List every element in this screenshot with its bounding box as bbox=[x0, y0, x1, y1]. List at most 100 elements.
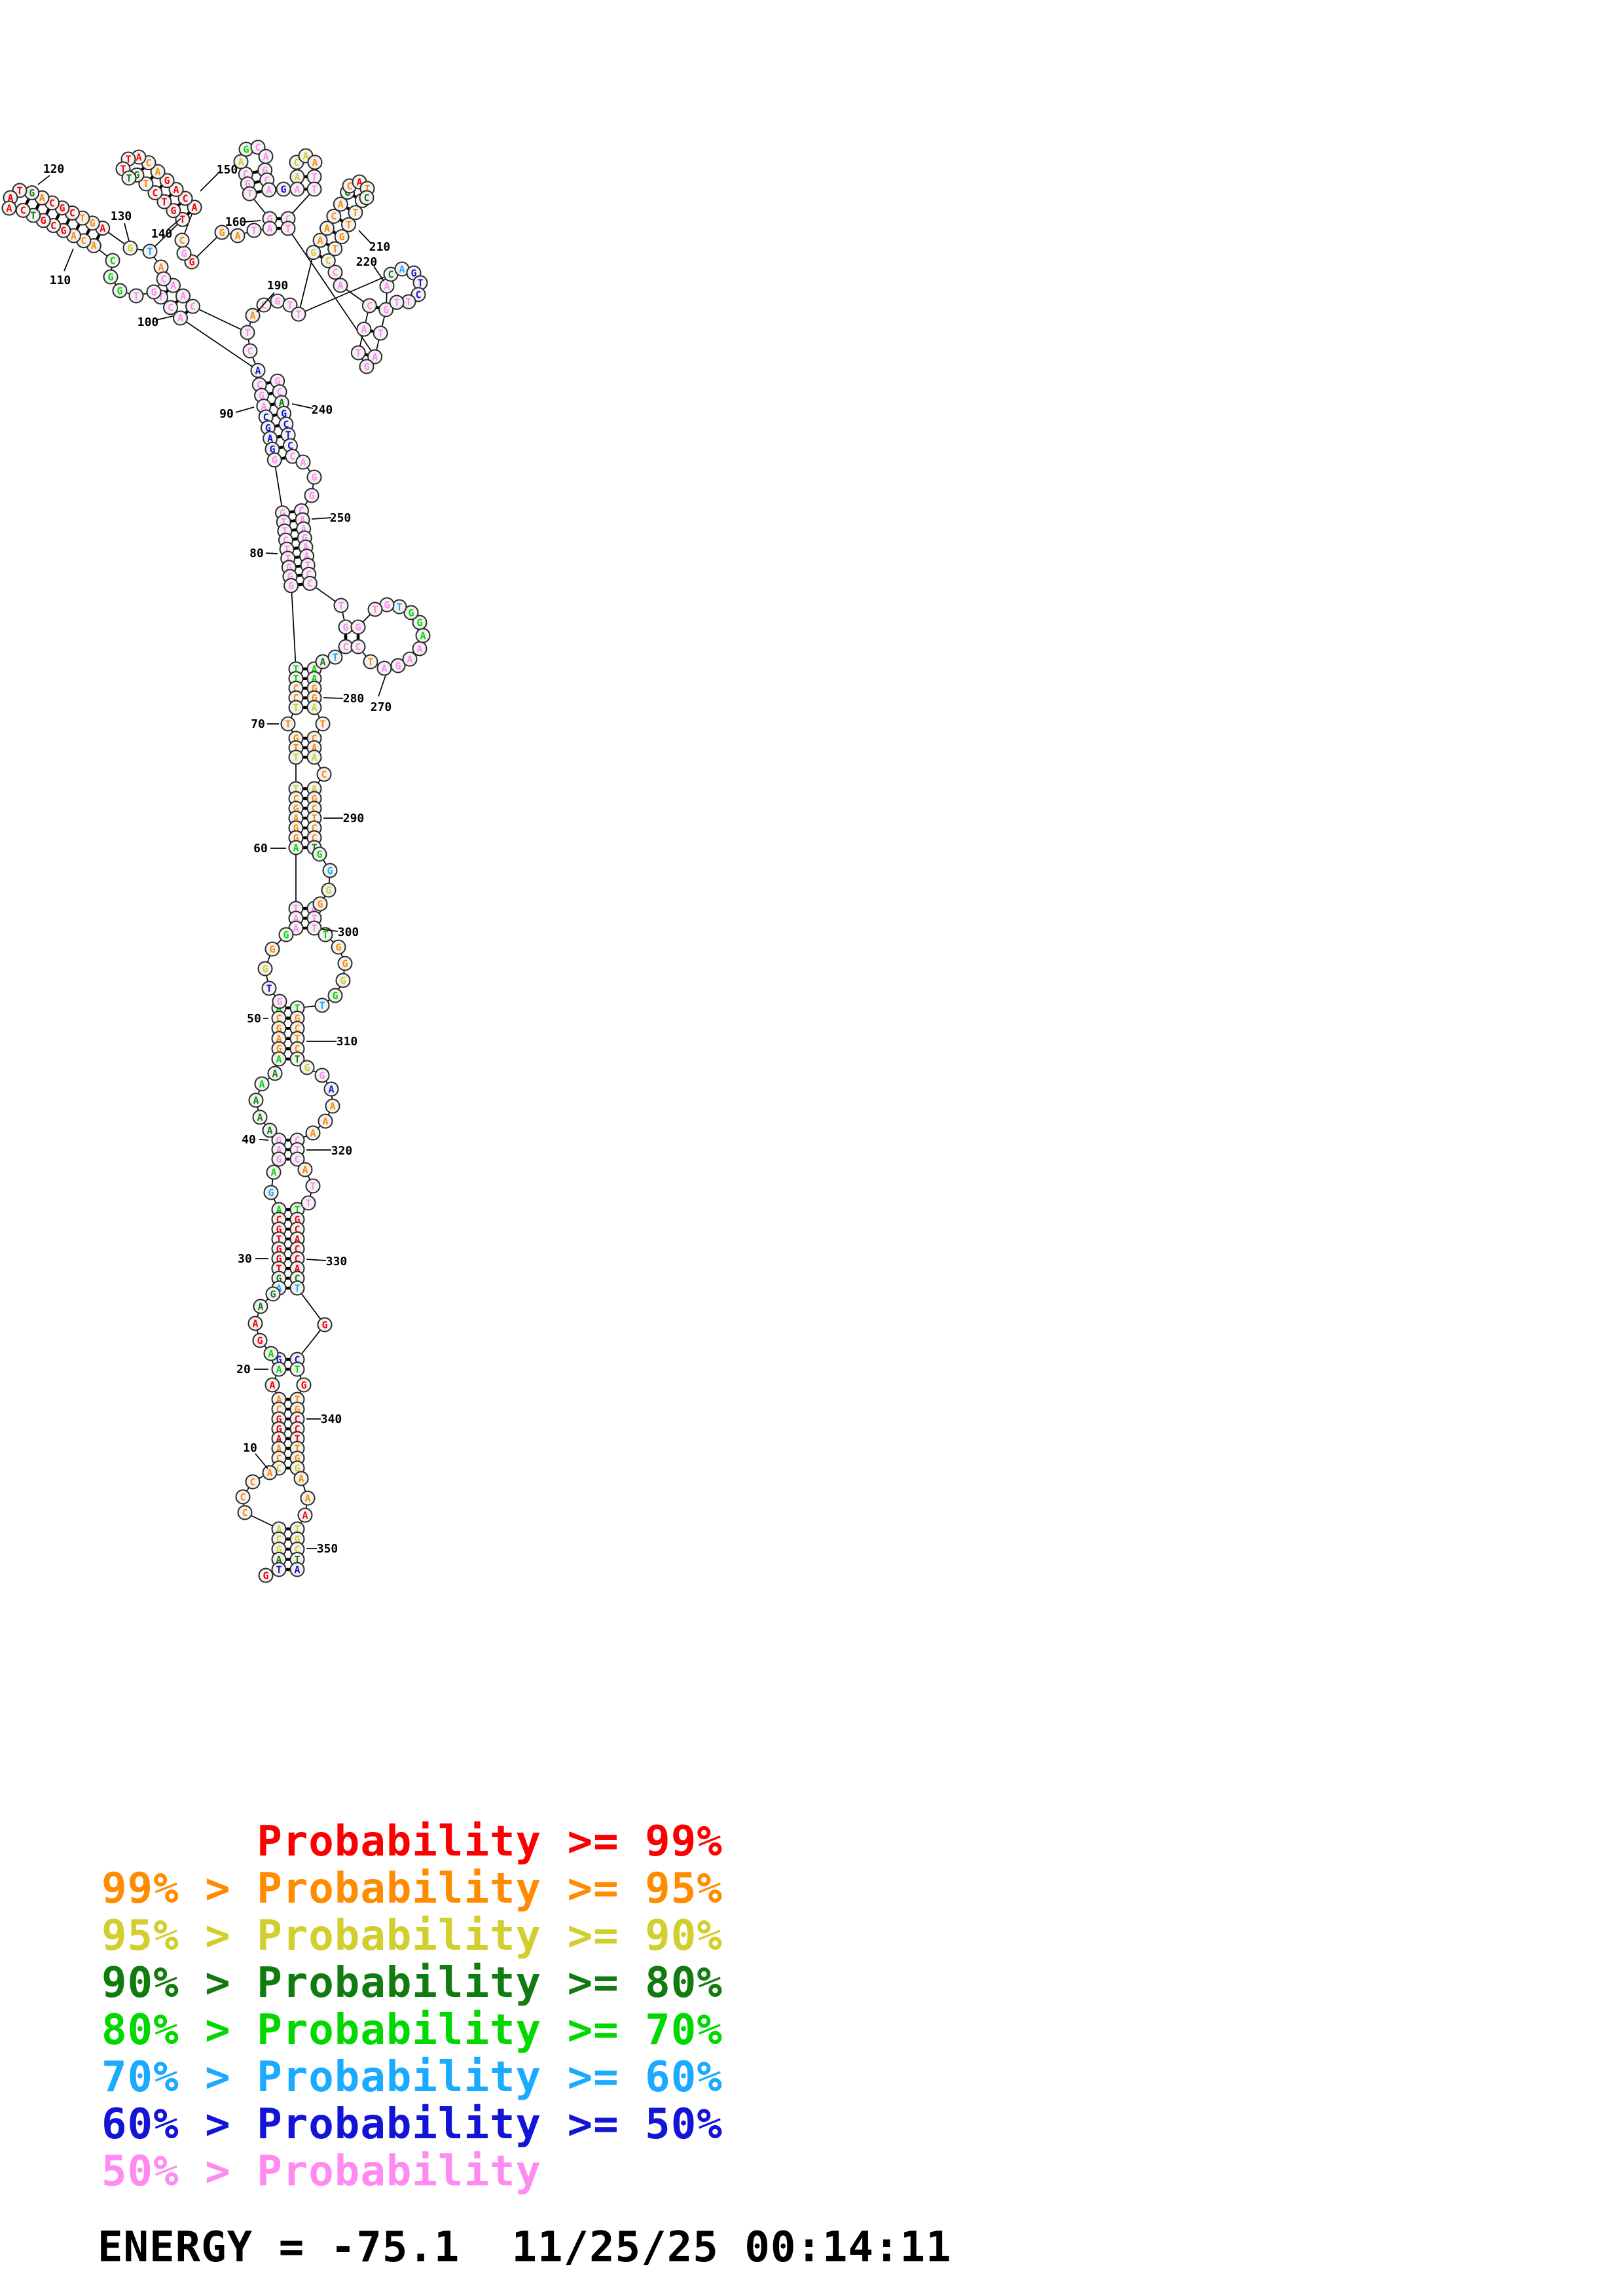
label-leader-line bbox=[373, 266, 384, 281]
nucleotide: T bbox=[348, 205, 363, 221]
nucleotide-letter: A bbox=[270, 1166, 276, 1178]
nucleotide-letter: G bbox=[274, 376, 280, 387]
nucleotide: A bbox=[253, 1299, 268, 1314]
nucleotide-circle bbox=[262, 1122, 278, 1138]
nucleotide-circle bbox=[293, 1471, 309, 1486]
nucleotide-circle bbox=[289, 1151, 305, 1167]
nucleotide-letter: G bbox=[311, 471, 317, 483]
nucleotide-letter: T bbox=[285, 552, 291, 564]
nucleotide: T bbox=[327, 241, 343, 257]
nucleotide-letter: A bbox=[304, 550, 310, 562]
nucleotide-letter: G bbox=[276, 1134, 282, 1146]
nucleotide-letter: A bbox=[255, 365, 261, 376]
nucleotide-letter: A bbox=[257, 1300, 263, 1312]
nucleotide-letter: G bbox=[276, 1023, 282, 1035]
nucleotide-letter: A bbox=[276, 1144, 282, 1156]
nucleotide-circle bbox=[304, 488, 319, 503]
position-label: 120 bbox=[43, 162, 65, 176]
nucleotide-letter: T bbox=[378, 327, 384, 339]
nucleotide: A bbox=[306, 749, 322, 765]
nucleotide: G bbox=[276, 181, 291, 197]
nucleotide-circle bbox=[390, 658, 406, 673]
nucleotide-circle bbox=[323, 1081, 339, 1097]
nucleotide: A bbox=[412, 641, 428, 656]
nucleotide-letter: C bbox=[294, 1223, 300, 1235]
nucleotide-letter: T bbox=[338, 600, 344, 611]
nucleotide: G bbox=[317, 1317, 333, 1333]
nucleotide-letter: T bbox=[294, 1433, 300, 1444]
nucleotide-letter: G bbox=[342, 958, 348, 969]
nucleotide: C bbox=[316, 766, 332, 782]
nucleotide-letter: G bbox=[266, 213, 272, 224]
nucleotide-circle bbox=[121, 170, 137, 186]
nucleotide: T bbox=[289, 1280, 305, 1296]
label-leader-line bbox=[311, 517, 332, 520]
label-leader-line bbox=[259, 1139, 269, 1141]
nucleotide-letter: A bbox=[311, 783, 317, 795]
nucleotide-circle bbox=[258, 149, 274, 164]
nucleotide-circle bbox=[322, 863, 338, 878]
nucleotide: G bbox=[24, 185, 40, 201]
nucleotide-letter: A bbox=[302, 150, 308, 162]
nucleotide-circle bbox=[252, 1333, 268, 1348]
nucleotide-letter: C bbox=[294, 1153, 300, 1165]
nucleotide-letter: G bbox=[219, 226, 225, 238]
position-label: 270 bbox=[371, 700, 392, 714]
nucleotide-circle bbox=[263, 1346, 279, 1361]
probability-legend: Probability >= 99%99% > Probability >= 9… bbox=[101, 1818, 722, 2196]
nucleotide-circle bbox=[266, 452, 282, 468]
nucleotide-letter: G bbox=[90, 217, 96, 229]
nucleotide: A bbox=[306, 700, 322, 715]
nucleotide-circle bbox=[299, 1060, 315, 1075]
nucleotide-circle bbox=[271, 1361, 287, 1377]
nucleotide-letter: A bbox=[234, 230, 240, 242]
nucleotide-letter: G bbox=[281, 408, 287, 420]
nucleotide-letter: C bbox=[331, 211, 337, 223]
nucleotide-letter: G bbox=[325, 884, 331, 896]
nucleotide: C bbox=[156, 271, 172, 287]
nucleotide-letter: C bbox=[294, 1423, 300, 1435]
nucleotide-letter: C bbox=[276, 386, 282, 398]
nucleotide-letter: T bbox=[285, 429, 291, 441]
nucleotide-letter: C bbox=[263, 411, 269, 423]
nucleotide-letter: T bbox=[126, 172, 132, 184]
nucleotide-letter: A bbox=[259, 1078, 264, 1090]
position-label: 340 bbox=[321, 1412, 342, 1426]
nucleotide-letter: C bbox=[146, 157, 152, 169]
nucleotide-circle bbox=[272, 994, 287, 1009]
nucleotide-circle bbox=[359, 190, 374, 206]
nucleotide: T bbox=[305, 1178, 321, 1194]
nucleotide: A bbox=[312, 232, 328, 248]
nucleotide: C bbox=[15, 202, 31, 218]
nucleotide-letter: C bbox=[276, 1452, 282, 1464]
nucleotide: G bbox=[122, 240, 138, 256]
nucleotide-letter: T bbox=[372, 603, 378, 615]
nucleotide: T bbox=[128, 288, 144, 304]
nucleotide-letter: A bbox=[322, 1115, 328, 1127]
nucleotide-letter: G bbox=[316, 848, 322, 860]
nucleotide-letter: G bbox=[181, 247, 187, 259]
nucleotide-letter: C bbox=[283, 418, 289, 430]
nucleotide-letter: T bbox=[305, 560, 311, 571]
nucleotide-letter: T bbox=[276, 1564, 282, 1575]
nucleotide: G bbox=[312, 896, 328, 912]
nucleotide: T bbox=[291, 306, 306, 322]
nucleotide-letter: C bbox=[294, 1272, 300, 1284]
nucleotide: C bbox=[359, 190, 374, 206]
nucleotide-letter: G bbox=[269, 444, 275, 456]
nucleotide-letter: T bbox=[332, 243, 338, 255]
nucleotide-letter: C bbox=[160, 273, 166, 285]
nucleotide: T bbox=[333, 598, 349, 613]
nucleotide: G bbox=[112, 283, 128, 298]
nucleotide-letter: C bbox=[294, 1253, 300, 1265]
nucleotide-layer: A TC GG CA TT AA TC GG CG CA TA TC GC GG CA TA TC GG CT AG C… bbox=[1, 139, 431, 1583]
nucleotide-letter: A bbox=[407, 653, 412, 665]
nucleotide-letter: A bbox=[294, 1233, 300, 1245]
nucleotide-letter: G bbox=[280, 507, 285, 519]
nucleotide-letter: C bbox=[415, 289, 421, 300]
nucleotide-letter: G bbox=[301, 1379, 306, 1391]
nucleotide-letter: G bbox=[269, 943, 275, 955]
nucleotide-letter: T bbox=[282, 526, 287, 537]
nucleotide: C bbox=[147, 185, 163, 201]
